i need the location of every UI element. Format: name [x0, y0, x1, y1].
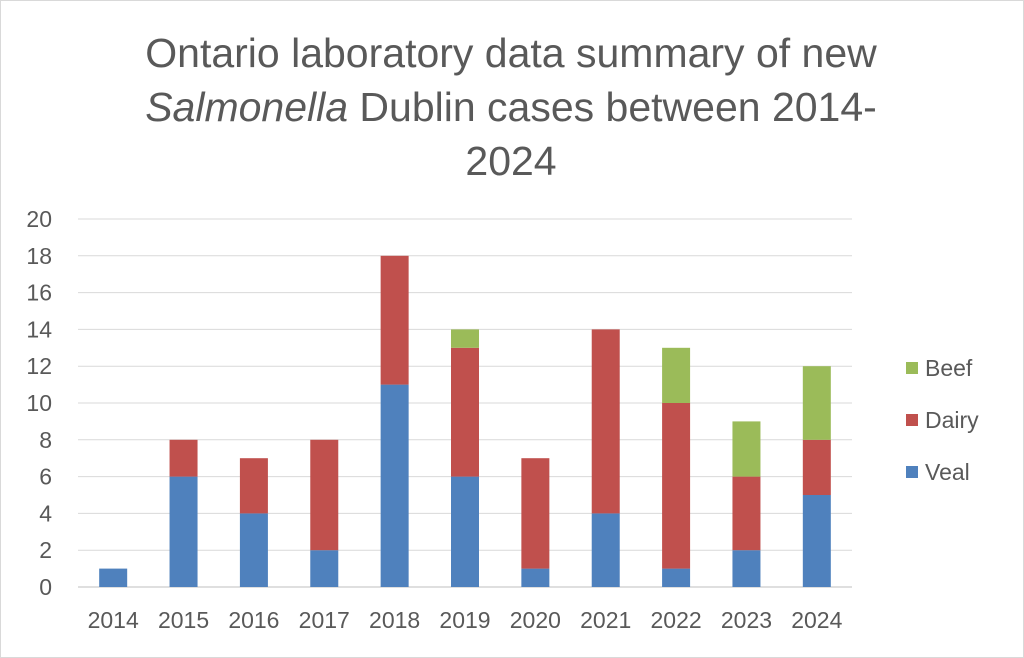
bar-veal-2015 — [169, 476, 198, 587]
title-rest: Dublin cases between 2014- — [348, 84, 877, 130]
bar-veal-2021 — [591, 513, 620, 587]
bar-beef-2022 — [662, 347, 691, 403]
y-tick-label: 12 — [26, 353, 52, 379]
y-tick-label: 10 — [26, 390, 52, 416]
bar-veal-2018 — [380, 384, 409, 587]
x-tick-label: 2019 — [439, 607, 490, 633]
bar-beef-2019 — [451, 329, 479, 348]
legend-swatch-veal — [906, 466, 918, 478]
y-tick-label: 18 — [26, 243, 52, 269]
bar-veal-2017 — [310, 550, 339, 587]
legend-label-beef: Beef — [925, 355, 973, 381]
legend-label-veal: Veal — [925, 459, 970, 485]
bar-dairy-2016 — [239, 458, 268, 514]
x-tick-label: 2018 — [369, 607, 420, 633]
bar-veal-2019 — [451, 476, 479, 587]
chart-title: Ontario laboratory data summary of new S… — [0, 26, 1022, 188]
x-tick-label: 2017 — [299, 607, 350, 633]
x-tick-label: 2014 — [88, 607, 139, 633]
x-tick-label: 2016 — [228, 607, 279, 633]
bars — [99, 255, 831, 587]
bar-veal-2023 — [732, 550, 761, 587]
bar-veal-2014 — [99, 568, 128, 587]
bar-beef-2024 — [802, 366, 831, 440]
y-tick-label: 4 — [39, 500, 52, 526]
y-tick-label: 16 — [26, 280, 52, 306]
x-tick-label: 2024 — [791, 607, 842, 633]
title-line-3: 2024 — [465, 138, 557, 184]
x-tick-label: 2022 — [651, 607, 702, 633]
title-line-2: Salmonella Dublin cases between 2014- — [0, 80, 1022, 134]
title-italic: Salmonella — [145, 84, 349, 130]
bar-dairy-2015 — [169, 439, 198, 477]
legend: Beef Dairy Veal — [906, 355, 979, 485]
legend-swatch-beef — [906, 362, 918, 374]
bar-veal-2022 — [662, 568, 691, 587]
bar-veal-2020 — [521, 568, 550, 587]
bar-dairy-2022 — [662, 403, 691, 569]
bar-dairy-2024 — [802, 439, 831, 495]
x-tick-label: 2020 — [510, 607, 561, 633]
bar-dairy-2023 — [732, 476, 761, 551]
bar-dairy-2018 — [380, 255, 409, 385]
y-tick-label: 2 — [39, 537, 52, 563]
x-tick-label: 2021 — [580, 607, 631, 633]
x-tick-label: 2023 — [721, 607, 772, 633]
y-tick-label: 0 — [39, 574, 52, 600]
bar-veal-2024 — [802, 495, 831, 587]
bar-dairy-2017 — [310, 439, 339, 551]
y-axis-ticks: 0 2 4 6 8 10 12 14 16 18 20 — [26, 206, 52, 600]
bar-dairy-2021 — [591, 329, 620, 514]
bar-veal-2016 — [239, 513, 268, 587]
y-tick-label: 6 — [39, 464, 52, 490]
x-tick-label: 2015 — [158, 607, 209, 633]
bar-dairy-2019 — [451, 347, 479, 477]
bar-beef-2023 — [732, 421, 761, 477]
y-tick-label: 14 — [26, 316, 52, 342]
x-axis-ticks: 2014 2015 2016 2017 2018 2019 2020 2021 2022 2023… — [88, 607, 843, 633]
legend-label-dairy: Dairy — [925, 407, 979, 433]
title-line-1: Ontario laboratory data summary of new — [145, 30, 877, 76]
y-tick-label: 8 — [39, 427, 52, 453]
bar-dairy-2020 — [521, 458, 550, 569]
y-tick-label: 20 — [26, 206, 52, 232]
legend-swatch-dairy — [906, 414, 918, 426]
